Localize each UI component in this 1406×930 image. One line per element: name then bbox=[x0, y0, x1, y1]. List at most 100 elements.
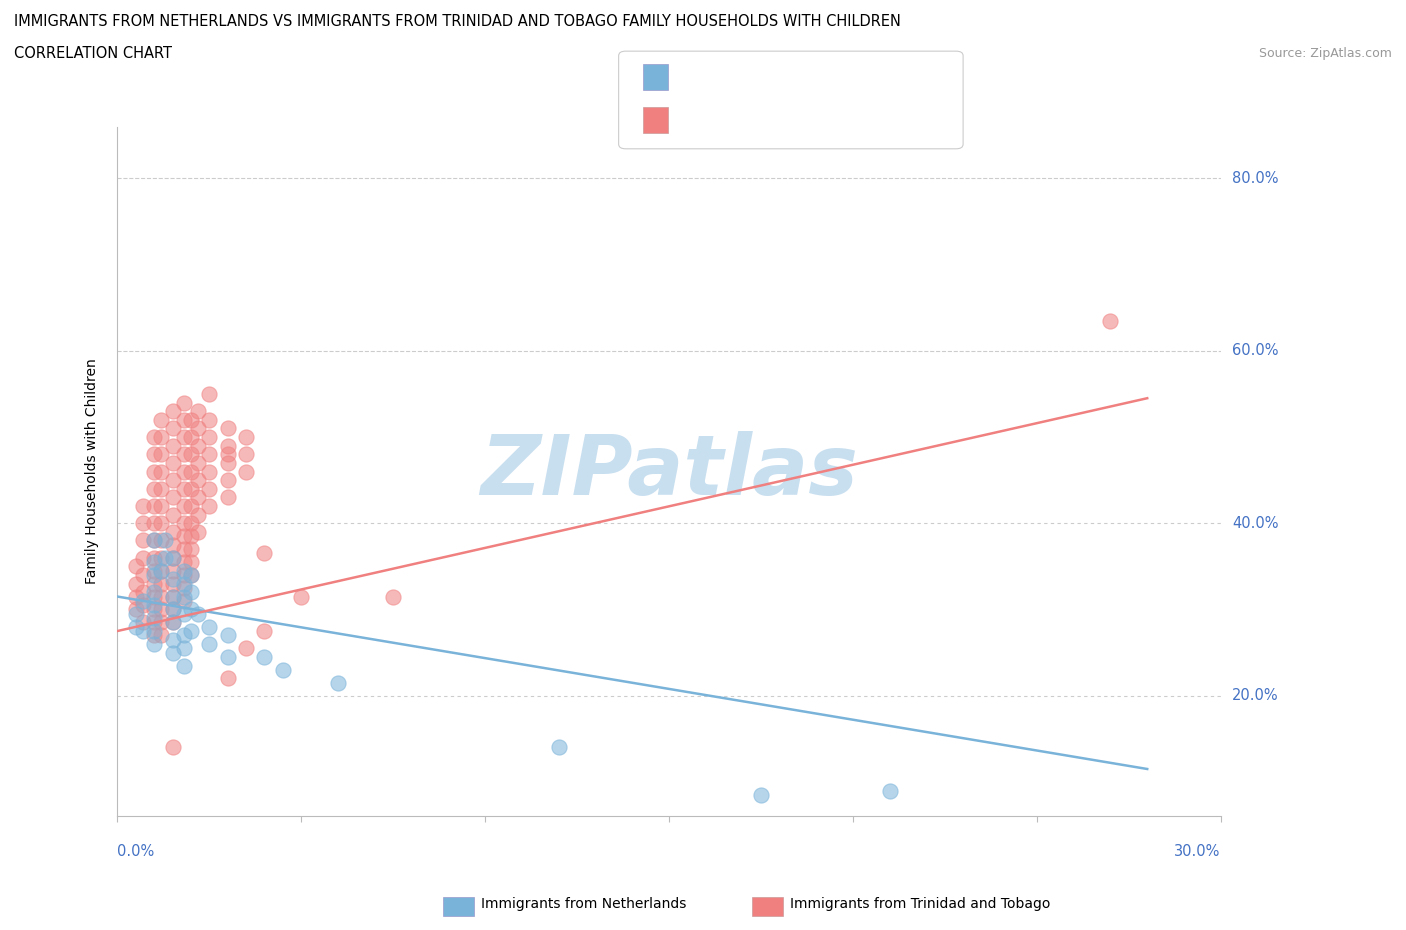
Point bbox=[173, 412, 195, 427]
Point bbox=[198, 430, 221, 445]
Point bbox=[180, 430, 202, 445]
Point bbox=[217, 671, 239, 686]
Point bbox=[150, 602, 173, 617]
Point bbox=[217, 649, 239, 664]
Point bbox=[180, 624, 202, 639]
Point bbox=[173, 567, 195, 582]
Point bbox=[125, 606, 148, 621]
Text: R =  0.393  N = 114: R = 0.393 N = 114 bbox=[679, 113, 841, 127]
Point bbox=[180, 554, 202, 569]
Point bbox=[162, 615, 184, 630]
Point bbox=[143, 430, 166, 445]
Point bbox=[162, 538, 184, 552]
Point bbox=[173, 498, 195, 513]
Point bbox=[180, 567, 202, 582]
Point bbox=[132, 551, 155, 565]
Point bbox=[217, 490, 239, 505]
Point bbox=[180, 541, 202, 556]
Point bbox=[180, 529, 202, 544]
Point bbox=[132, 615, 155, 630]
Point bbox=[173, 589, 195, 604]
Point bbox=[162, 551, 184, 565]
Point bbox=[162, 472, 184, 487]
Point bbox=[173, 628, 195, 643]
Point bbox=[162, 589, 184, 604]
Point bbox=[198, 498, 221, 513]
Point bbox=[217, 628, 239, 643]
Point bbox=[143, 598, 166, 613]
Point bbox=[271, 662, 294, 677]
Point bbox=[547, 740, 569, 755]
Point bbox=[162, 577, 184, 591]
Point bbox=[217, 421, 239, 436]
Point bbox=[143, 464, 166, 479]
Point bbox=[125, 577, 148, 591]
Point bbox=[187, 490, 209, 505]
Point bbox=[198, 412, 221, 427]
Point bbox=[143, 498, 166, 513]
Point bbox=[125, 559, 148, 574]
Point bbox=[326, 675, 349, 690]
Point bbox=[187, 421, 209, 436]
Point bbox=[132, 593, 155, 608]
Text: 20.0%: 20.0% bbox=[1232, 688, 1278, 703]
Point bbox=[132, 533, 155, 548]
Point bbox=[143, 628, 166, 643]
Text: ZIPatlas: ZIPatlas bbox=[479, 431, 858, 512]
Point bbox=[150, 615, 173, 630]
Point bbox=[150, 551, 173, 565]
Point bbox=[150, 564, 173, 578]
Point bbox=[153, 551, 176, 565]
Point bbox=[143, 533, 166, 548]
Point bbox=[150, 589, 173, 604]
Point bbox=[150, 577, 173, 591]
Point bbox=[235, 446, 257, 461]
Point bbox=[143, 577, 166, 591]
Point bbox=[143, 589, 166, 604]
Point bbox=[125, 589, 148, 604]
Point bbox=[162, 615, 184, 630]
Point bbox=[173, 658, 195, 673]
Point bbox=[150, 446, 173, 461]
Point bbox=[153, 533, 176, 548]
Point bbox=[173, 446, 195, 461]
Y-axis label: Family Households with Children: Family Households with Children bbox=[86, 359, 100, 584]
Point bbox=[162, 404, 184, 418]
Point bbox=[162, 740, 184, 755]
Point bbox=[150, 564, 173, 578]
Point bbox=[290, 589, 312, 604]
Point bbox=[749, 788, 772, 803]
Point bbox=[173, 482, 195, 497]
Text: 0.0%: 0.0% bbox=[117, 844, 155, 859]
Point bbox=[150, 533, 173, 548]
Point bbox=[143, 551, 166, 565]
Text: 40.0%: 40.0% bbox=[1232, 516, 1278, 531]
Point bbox=[150, 412, 173, 427]
Point bbox=[143, 624, 166, 639]
Point bbox=[173, 606, 195, 621]
Point bbox=[187, 438, 209, 453]
Point bbox=[132, 498, 155, 513]
Text: Immigrants from Trinidad and Tobago: Immigrants from Trinidad and Tobago bbox=[790, 897, 1050, 911]
Point bbox=[132, 598, 155, 613]
Point bbox=[162, 421, 184, 436]
Point bbox=[173, 580, 195, 595]
Point bbox=[180, 602, 202, 617]
Point bbox=[143, 611, 166, 626]
Point bbox=[198, 636, 221, 651]
Point bbox=[235, 430, 257, 445]
Point bbox=[173, 529, 195, 544]
Point bbox=[162, 456, 184, 471]
Point bbox=[162, 564, 184, 578]
Point bbox=[253, 649, 276, 664]
Point bbox=[382, 589, 405, 604]
Point bbox=[217, 472, 239, 487]
Text: 80.0%: 80.0% bbox=[1232, 171, 1278, 186]
Point bbox=[150, 430, 173, 445]
Text: Source: ZipAtlas.com: Source: ZipAtlas.com bbox=[1258, 46, 1392, 60]
Point bbox=[162, 525, 184, 539]
Point bbox=[143, 636, 166, 651]
Point bbox=[150, 516, 173, 531]
Point bbox=[162, 507, 184, 522]
Point bbox=[132, 624, 155, 639]
